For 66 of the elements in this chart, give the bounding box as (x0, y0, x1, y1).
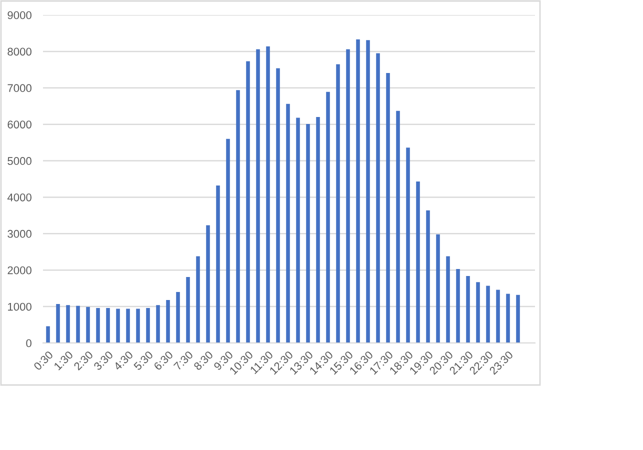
bar (96, 308, 100, 343)
bar (286, 104, 290, 343)
bar (136, 308, 140, 343)
bar (166, 300, 170, 343)
bar (46, 326, 50, 343)
x-tick-label: 9:30 (213, 350, 234, 371)
bar (226, 138, 230, 343)
bar (426, 210, 430, 343)
bar (106, 308, 110, 343)
bar (436, 234, 440, 343)
x-tick-label: 7:30 (173, 350, 194, 371)
y-tick-label: 6000 (8, 120, 32, 128)
y-tick-label: 8000 (8, 48, 32, 56)
bar (66, 305, 70, 343)
bar (56, 304, 60, 343)
y-tick-label: 5000 (8, 157, 32, 165)
bar (356, 39, 360, 343)
bar (76, 306, 80, 343)
bar (346, 49, 350, 343)
bar (306, 124, 310, 343)
bar (376, 53, 380, 343)
bar (256, 49, 260, 343)
bar (456, 269, 460, 343)
x-tick-label: 3:30 (93, 350, 114, 371)
bar (126, 308, 130, 343)
y-tick-label: 4000 (7, 193, 32, 202)
x-tick-label: 0:30 (33, 350, 54, 371)
bar (156, 305, 160, 343)
x-tick-label: 8:30 (193, 350, 214, 371)
bar (476, 282, 480, 343)
bar (416, 182, 420, 343)
bar (196, 256, 200, 343)
y-tick-label: 1000 (8, 302, 32, 311)
bar (486, 286, 490, 343)
x-tick-label: 5:30 (133, 350, 154, 371)
bar (176, 292, 180, 343)
bar (326, 92, 330, 343)
bar (506, 294, 510, 343)
y-tick-label: 3000 (8, 230, 32, 238)
bar (146, 308, 150, 343)
bar (496, 290, 500, 343)
bar (236, 90, 240, 343)
bar (206, 225, 210, 343)
bar (266, 46, 270, 343)
y-tick-label: 2000 (8, 266, 32, 274)
bar (116, 308, 120, 343)
y-tick-label: 7000 (8, 84, 32, 92)
bar (406, 148, 410, 343)
y-tick-label: 9000 (8, 11, 32, 20)
bar (336, 64, 340, 343)
x-tick-label: 4:30 (113, 350, 134, 371)
bar (386, 72, 390, 343)
y-tick-label: 0 (26, 339, 32, 348)
bar (316, 117, 320, 343)
bar (276, 68, 280, 343)
bar (216, 186, 220, 343)
bar (446, 256, 450, 343)
bar (86, 306, 90, 343)
bar (366, 40, 370, 343)
bar (246, 61, 250, 343)
x-tick-label: 6:30 (153, 350, 174, 371)
bar (186, 277, 190, 343)
bar (466, 276, 470, 343)
bar (396, 110, 400, 343)
bar (516, 294, 520, 343)
bar (296, 118, 300, 343)
